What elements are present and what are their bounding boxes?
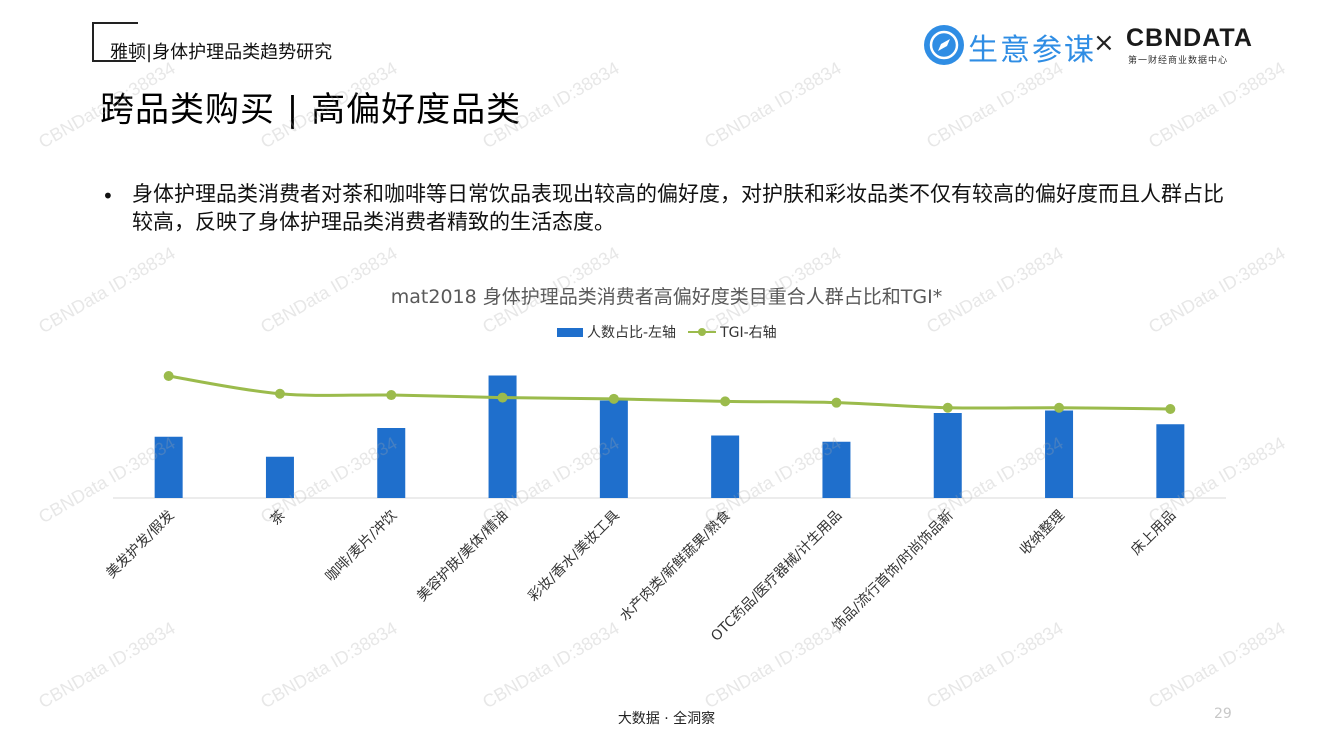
legend-line-swatch	[688, 327, 717, 337]
bar	[599, 400, 628, 498]
partner-logo-subtitle: 第一财经商业数据中心	[1128, 56, 1229, 66]
chart-legend: 人数占比-左轴 TGI-右轴	[557, 322, 777, 342]
logo-separator: ×	[1093, 28, 1115, 58]
bar	[1045, 410, 1074, 498]
legend-line-label: TGI-右轴	[720, 325, 777, 341]
x-tick-label: 饰品/流行首饰/时尚饰品新	[830, 508, 957, 635]
partner-logo-text: CBNDATA	[1126, 24, 1253, 52]
bar	[933, 413, 962, 498]
bar	[711, 435, 740, 498]
bar	[265, 456, 294, 498]
chart-title: mat2018 身体护理品类消费者高偏好度类目重合人群占比和TGI*	[390, 286, 943, 308]
brand-logo-text: 生意参谋	[968, 33, 1096, 68]
tgi-point	[1165, 404, 1176, 414]
tgi-point	[163, 371, 174, 381]
tgi-point	[720, 396, 731, 407]
footer-slogan: 大数据 · 全洞察	[617, 711, 716, 727]
page-number: 29	[1214, 706, 1232, 722]
legend-bar-label: 人数占比-左轴	[587, 325, 677, 341]
tgi-point	[608, 393, 619, 404]
x-tick-label: 咖啡/麦片/冲饮	[323, 508, 400, 585]
bar	[822, 441, 851, 498]
bullet-text: 身体护理品类消费者对茶和咖啡等日常饮品表现出较高的偏好度，对护肤和彩妆品类不仅有…	[132, 182, 1224, 234]
report-label: 雅顿|身体护理品类趋势研究	[110, 42, 333, 63]
bar	[154, 436, 183, 498]
x-tick-label: 美发护发/假发	[103, 508, 177, 582]
tgi-point	[274, 388, 285, 399]
page-title: 跨品类购买 | 高偏好度品类	[100, 90, 522, 130]
tgi-point	[831, 397, 842, 408]
x-tick-label: 收纳整理	[1017, 508, 1068, 559]
tgi-point	[497, 392, 508, 403]
compass-logo-icon	[924, 25, 964, 65]
bullet-symbol: •	[102, 184, 114, 208]
legend-bar-swatch	[557, 327, 583, 337]
bar	[1156, 424, 1185, 498]
tgi-point	[1054, 402, 1065, 413]
tgi-point	[942, 402, 953, 413]
tgi-series-line	[168, 374, 1171, 411]
bar	[377, 428, 406, 498]
x-tick-label: 彩妆/香水/美妆工具	[525, 508, 622, 605]
header-bracket-decoration	[92, 22, 138, 62]
tgi-point	[386, 390, 397, 401]
